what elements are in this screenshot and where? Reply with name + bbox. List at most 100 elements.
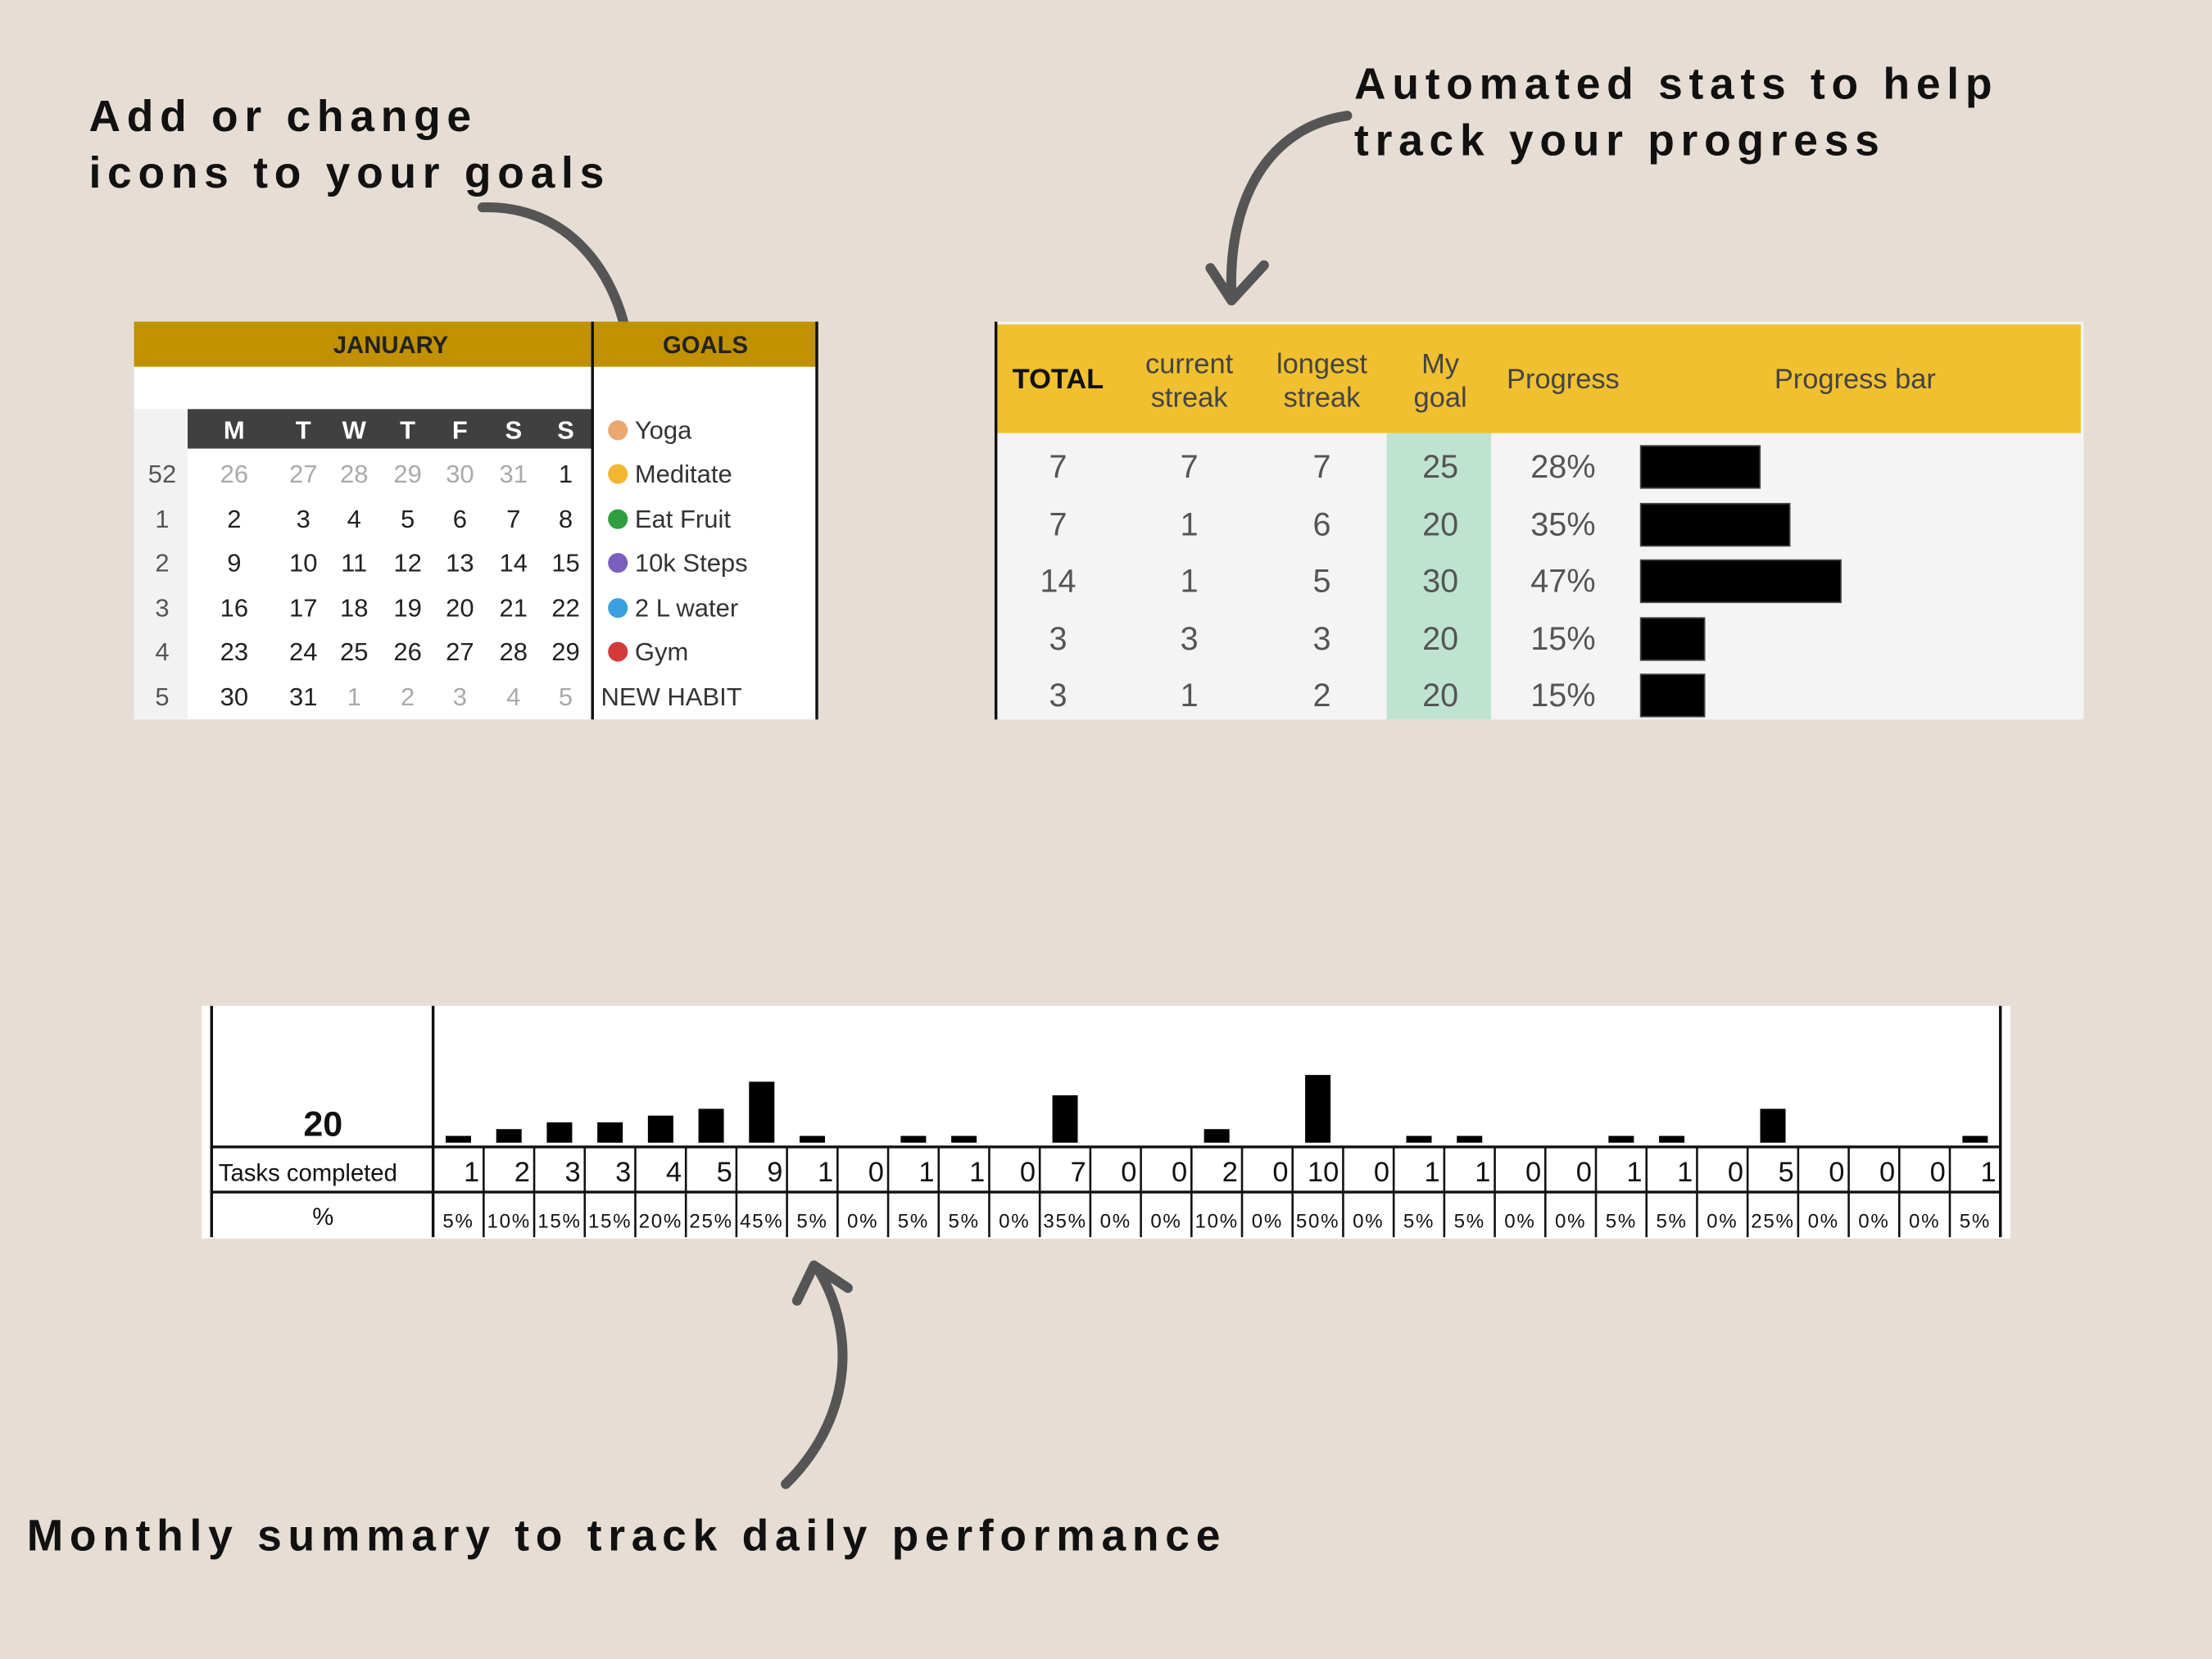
- stats-cell: 7: [1049, 507, 1067, 543]
- stats-cell: 2: [1312, 678, 1330, 714]
- row-label: Tasks completed: [219, 1161, 397, 1187]
- task-percent: 5%: [948, 1211, 979, 1233]
- day: 26: [393, 637, 421, 666]
- day: 19: [393, 594, 421, 623]
- week-number: 4: [155, 637, 169, 666]
- caption: track your progress: [1354, 116, 1886, 165]
- progress-bar: [1639, 559, 1842, 604]
- day: 10: [289, 549, 317, 578]
- stats-cell: 1: [1181, 563, 1199, 599]
- progress-bar: [1639, 617, 1706, 661]
- task-percent: 10%: [487, 1211, 531, 1233]
- task-count: 4: [666, 1157, 682, 1188]
- stats-cell: 3: [1312, 621, 1330, 657]
- task-count: 0: [1576, 1157, 1592, 1188]
- task-percent: 0%: [1252, 1211, 1283, 1233]
- stats-cell: 14: [1040, 563, 1076, 599]
- stats-cell: 6: [1312, 507, 1330, 543]
- task-count: 3: [615, 1157, 631, 1188]
- month: JANUARY: [333, 333, 449, 359]
- day: 15: [551, 549, 579, 578]
- task-percent: 0%: [1504, 1211, 1535, 1233]
- task-count: 2: [514, 1157, 530, 1188]
- progress: 28%: [1530, 449, 1595, 485]
- day: 6: [453, 505, 467, 533]
- task-count: 0: [868, 1157, 884, 1188]
- task-percent: 35%: [1043, 1211, 1086, 1233]
- goal-icon: [608, 553, 628, 573]
- weekday: T: [400, 416, 415, 445]
- daily-bar: [1203, 1129, 1230, 1143]
- goal: Gym: [635, 637, 688, 666]
- progress: 15%: [1530, 678, 1595, 714]
- progress: 47%: [1530, 563, 1595, 599]
- task-percent: 5%: [1606, 1211, 1637, 1233]
- stats-header: streak: [1151, 383, 1229, 414]
- task-count: 3: [564, 1157, 580, 1188]
- day: 12: [393, 549, 421, 578]
- daily-bar: [749, 1081, 775, 1143]
- daily-bar: [647, 1115, 673, 1143]
- task-count: 5: [717, 1157, 732, 1188]
- task-percent: 5%: [1656, 1211, 1687, 1233]
- stats-cell: 20: [1422, 621, 1458, 657]
- task-count: 1: [818, 1157, 833, 1188]
- goal-icon: [608, 420, 628, 441]
- weekday: T: [296, 416, 311, 445]
- day: 30: [446, 460, 474, 488]
- daily-bar: [1052, 1095, 1078, 1143]
- weekday: W: [342, 416, 367, 445]
- stats-header: goal: [1414, 383, 1467, 414]
- day: 3: [297, 505, 310, 533]
- goal-icon: [608, 641, 628, 662]
- task-percent: 5%: [1403, 1211, 1435, 1233]
- weekday: F: [452, 416, 468, 445]
- task-count: 1: [464, 1157, 479, 1188]
- daily-bar: [1457, 1135, 1483, 1143]
- task-count: 0: [1172, 1157, 1187, 1188]
- day: 28: [500, 637, 528, 666]
- day: 24: [289, 637, 317, 666]
- progress-bar: [1639, 673, 1706, 718]
- task-percent: 0%: [1150, 1211, 1181, 1233]
- day: 3: [453, 682, 467, 711]
- task-count: 0: [1525, 1157, 1541, 1188]
- task-count: 0: [1879, 1157, 1895, 1188]
- summary-total: 20: [303, 1104, 342, 1144]
- day: 29: [393, 460, 421, 488]
- stats-table: TOTAL current streak longest streak My goal Pro…: [994, 321, 2084, 720]
- task-percent: 25%: [1751, 1211, 1794, 1233]
- calendar: JANUARY GOALS M T W T F S S52 26 27 28 29 30 31 11 2 3 4…: [134, 321, 818, 720]
- task-count: 1: [1626, 1157, 1642, 1188]
- day: 8: [559, 505, 573, 533]
- task-count: 9: [767, 1157, 782, 1188]
- week-number: 52: [148, 460, 176, 488]
- day: 26: [220, 460, 248, 488]
- stats-header: Progress bar: [1775, 364, 1936, 395]
- progress-bar: [1639, 502, 1791, 547]
- stats-cell: 7: [1312, 449, 1330, 485]
- monthly-summary: 20 Tasks completed % 15%210%315%315%420%…: [202, 1005, 2010, 1239]
- task-percent: 0%: [1707, 1211, 1738, 1233]
- daily-bar: [1659, 1135, 1685, 1143]
- task-percent: 15%: [588, 1211, 632, 1233]
- task-count: 1: [1980, 1157, 1996, 1188]
- progress: 15%: [1530, 621, 1595, 657]
- day: 2: [227, 505, 241, 533]
- arrow: [1205, 111, 1353, 306]
- day: 14: [500, 549, 528, 578]
- task-percent: 0%: [1100, 1211, 1131, 1233]
- daily-bar: [546, 1122, 573, 1143]
- task-percent: 0%: [999, 1211, 1030, 1233]
- day: 25: [340, 637, 368, 666]
- day: 31: [289, 682, 317, 711]
- weekday: M: [224, 416, 245, 445]
- stats-cell: 3: [1049, 621, 1067, 657]
- caption: Add or change: [88, 93, 477, 141]
- stats-cell: 1: [1181, 678, 1199, 714]
- weekday: S: [557, 416, 574, 445]
- goal-column: [1386, 433, 1492, 720]
- stats-cell: 7: [1049, 449, 1067, 485]
- task-count: 0: [1374, 1157, 1389, 1188]
- stats-cell: 1: [1181, 507, 1199, 543]
